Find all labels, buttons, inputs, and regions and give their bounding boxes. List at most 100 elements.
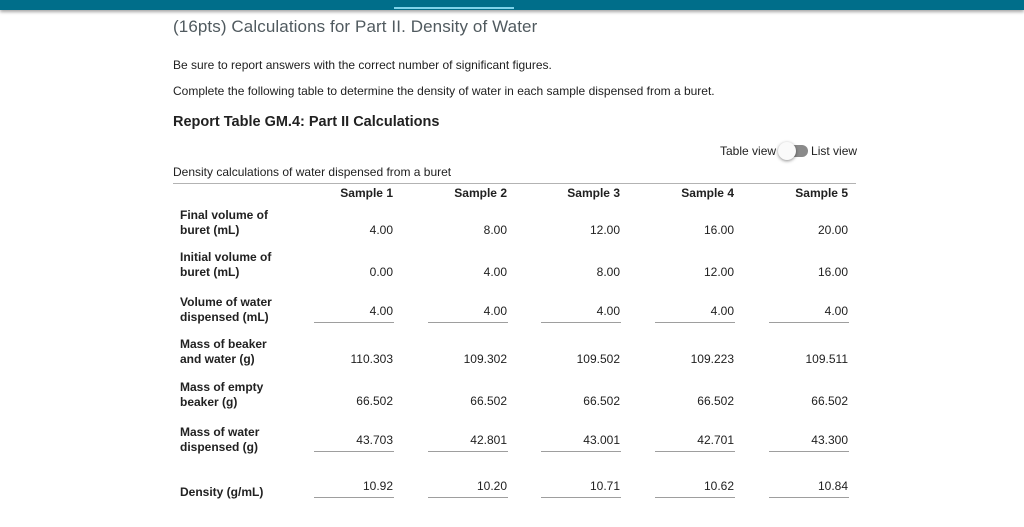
table-cell-value: 110.303 [313,352,394,366]
table-cell-value: 66.502 [654,394,734,408]
cell-value-text: 12.00 [589,223,620,237]
table-cell-value: 0.00 [313,265,393,279]
answer-input-field[interactable]: 4.00 [655,304,735,323]
instruction-sig-figs: Be sure to report answers with the corre… [173,58,552,72]
answer-input-field[interactable]: 4.00 [769,304,849,323]
toggle-knob [778,142,797,160]
cell-value-text: 10.71 [589,479,620,493]
page-title: (16pts) Calculations for Part II. Densit… [173,17,538,36]
table-cell-value: 8.00 [540,265,620,279]
cell-value-text: 4.00 [483,265,507,279]
table-cell-value: 20.00 [768,223,848,237]
row-label-line2: and water (g) [180,352,255,366]
table-cell-value: 16.00 [654,223,734,237]
row-label-line1: Mass of empty [180,380,264,394]
table-cell-value: 16.00 [768,265,848,279]
table-cell-value: 66.502 [768,394,848,408]
cell-value-text: 43.001 [583,433,620,447]
row-label-line1: Volume of water [180,295,272,309]
cell-value-text: 43.703 [356,433,393,447]
row-label: Mass of water dispensed (g) [180,425,259,455]
table-cell-value: 109.511 [768,352,849,366]
cell-value-text: 10.84 [817,479,848,493]
cell-value-text: 66.502 [697,394,734,408]
row-label-line2: buret (mL) [180,265,240,279]
answer-input-field[interactable]: 10.20 [428,479,508,498]
table-cell-value: 12.00 [540,223,620,237]
column-header-sample-1: Sample 1 [340,186,393,200]
view-toggle-switch[interactable] [778,142,809,160]
cell-value-text: 42.701 [697,433,734,447]
cell-value-text: 109.302 [463,352,507,366]
cell-value-text: 42.801 [470,433,507,447]
table-cell-value: 4.00 [313,223,393,237]
cell-value-text: 10.20 [476,479,507,493]
row-label-line1: Mass of water [180,425,260,439]
row-label-line2: dispensed (g) [180,440,259,454]
table-cell-value: 66.502 [313,394,393,408]
table-cell-value: 109.502 [540,352,620,366]
cell-value-text: 16.00 [703,223,734,237]
table-cell-value: 66.502 [540,394,620,408]
answer-input-field[interactable]: 4.00 [541,304,621,323]
row-label-line1: Density (g/mL) [180,485,264,499]
row-label: Mass of empty beaker (g) [180,380,263,410]
cell-value-text: 8.00 [483,223,507,237]
cell-value-text: 4.00 [824,304,848,318]
top-app-bar [0,0,1024,10]
cell-value-text: 43.300 [811,433,848,447]
cell-value-text: 110.303 [350,352,394,366]
cell-value-text: 10.92 [362,479,393,493]
answer-input-field[interactable]: 4.00 [314,304,394,323]
cell-value-text: 12.00 [703,265,734,279]
row-label: Final volume of buret (mL) [180,208,268,238]
cell-value-text: 109.511 [805,352,849,366]
cell-value-text: 4.00 [369,304,393,318]
cell-value-text: 109.223 [690,352,734,366]
table-header-divider [173,183,856,184]
column-header-sample-4: Sample 4 [681,186,734,200]
column-header-sample-3: Sample 3 [567,186,620,200]
cell-value-text: 8.00 [596,265,620,279]
cell-value-text: 66.502 [356,394,393,408]
active-tab-indicator [394,7,514,9]
view-toggle: Table view List view [720,142,858,160]
cell-value-text: 10.62 [703,479,734,493]
answer-input-field[interactable]: 43.703 [314,433,394,452]
cell-value-text: 66.502 [583,394,620,408]
row-label-line2: dispensed (mL) [180,310,269,324]
cell-value-text: 66.502 [811,394,848,408]
answer-input-field[interactable]: 43.300 [769,433,849,452]
list-view-label[interactable]: List view [811,144,858,158]
row-label: Volume of water dispensed (mL) [180,295,272,325]
row-label-line1: Initial volume of [180,250,272,264]
answer-input-field[interactable]: 42.801 [428,433,508,452]
answer-input-field[interactable]: 10.71 [541,479,621,498]
answer-input-field[interactable]: 10.92 [314,479,394,498]
cell-value-text: 4.00 [369,223,393,237]
table-cell-value: 4.00 [427,265,507,279]
instruction-complete-table: Complete the following table to determin… [173,84,715,98]
answer-input-field[interactable]: 42.701 [655,433,735,452]
table-view-label[interactable]: Table view [720,144,777,158]
table-cell-value: 109.302 [427,352,507,366]
answer-input-field[interactable]: 10.84 [769,479,849,498]
cell-value-text: 109.502 [576,352,620,366]
column-header-sample-5: Sample 5 [795,186,848,200]
table-caption: Density calculations of water dispensed … [173,165,452,179]
report-table-title: Report Table GM.4: Part II Calculations [173,114,440,130]
cell-value-text: 4.00 [710,304,734,318]
cell-value-text: 16.00 [817,265,848,279]
row-label-line2: beaker (g) [180,395,238,409]
table-cell-value: 109.223 [654,352,734,366]
row-label: Density (g/mL) [180,485,263,500]
table-cell-value: 12.00 [654,265,734,279]
answer-input-field[interactable]: 4.00 [428,304,508,323]
cell-value-text: 4.00 [483,304,507,318]
row-label-line1: Mass of beaker [180,337,267,351]
table-cell-value: 66.502 [427,394,507,408]
answer-input-field[interactable]: 43.001 [541,433,621,452]
row-label-line2: buret (mL) [180,223,240,237]
answer-input-field[interactable]: 10.62 [655,479,735,498]
cell-value-text: 0.00 [369,265,393,279]
